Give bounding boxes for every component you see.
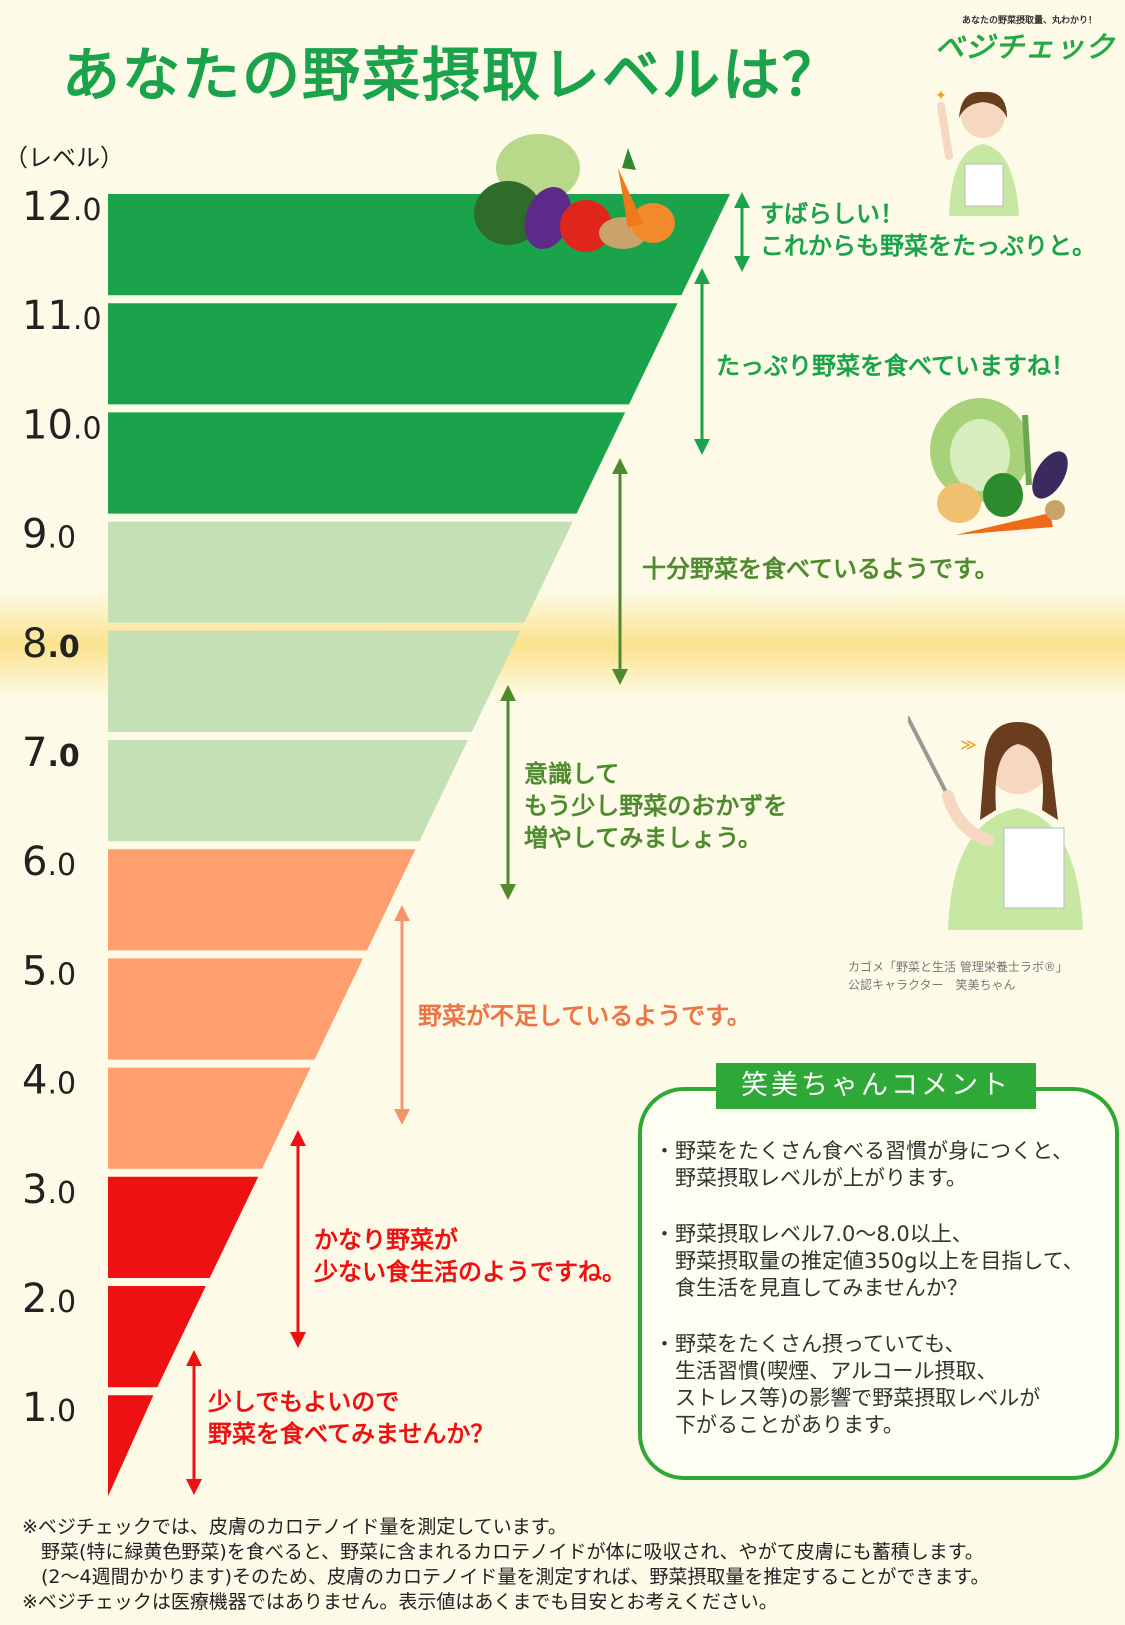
range-message: たっぷり野菜を食べていますね！ [716,350,1075,382]
level-tick-4: 4.0 [22,1058,76,1104]
footnote-line: (2～4週間かかります)そのため、皮膚のカロテノイド量を測定すれば、野菜摂取量を… [22,1566,990,1588]
range-message-line: すばらしい！ [760,200,904,228]
range-message-line: 意識して [524,760,620,788]
footnote-line: 野菜(特に緑黄色野菜)を食べると、野菜に含まれるカロテノイドが体に吸収され、やが… [22,1541,984,1563]
level-tick-2: 2.0 [22,1276,76,1322]
comment-line: 食生活を見直してみませんか？ [654,1276,968,1300]
comment-item: ・野菜をたくさん摂っていても、 生活習慣(喫煙、アルコール摂取、 ストレス等)の… [654,1331,1040,1439]
level-axis-unit: （レベル） [4,144,124,172]
footnote-line: ※ベジチェックは医療機器ではありません。表示値はあくまでも目安とお考えください。 [22,1591,778,1613]
level-bar-10 [108,412,626,514]
level-tick-12: 12.0 [22,184,102,230]
range-arrow-head [290,1130,306,1146]
level-tick-11: 11.0 [22,293,102,339]
character-with-pointer-illustration: ≫ [908,716,1083,930]
svg-text:✦: ✦ [935,88,947,104]
level-tick-9: 9.0 [22,512,76,558]
character-caption-line: 公認キャラクター 笑美ちゃん [848,978,1016,992]
level-tick-1: 1.0 [22,1385,76,1431]
level-bar-1 [108,1395,154,1497]
level-bar-4 [108,1067,311,1169]
range-arrow-head [500,685,516,701]
level-bar-2 [108,1286,206,1388]
comment-box [638,1087,1119,1480]
range-message-line: かなり野菜が [314,1226,458,1254]
comment-line: ・野菜をたくさん摂っていても、 [654,1332,966,1356]
comment-item: ・野菜摂取レベル7.0～8.0以上、 野菜摂取量の推定値350g以上を目指して、… [654,1221,1084,1302]
level-bar-3 [108,1176,259,1278]
range-arrow-head [734,256,750,272]
level-bar-11 [108,303,678,405]
character-caption-line: カゴメ「野菜と生活 管理栄養士ラボ®」 [848,960,1068,974]
range-message: 野菜が不足しているようです。 [418,1000,751,1032]
level-bar-7 [108,740,468,842]
range-arrow-head [186,1479,202,1495]
range-message: かなり野菜が少ない食生活のようですね。 [314,1224,626,1288]
comment-item: ・野菜をたくさん食べる習慣が身につくと、 野菜摂取レベルが上がります。 [654,1138,1073,1192]
level-tick-5: 5.0 [22,948,76,994]
page-title: あなたの野菜摂取レベルは？ [62,41,843,109]
comment-line: 野菜摂取レベルが上がります。 [654,1166,967,1190]
level-tick-8: 8.0 [22,621,80,667]
footnote-line: ※ベジチェックでは、皮膚のカロテノイド量を測定しています。 [22,1516,567,1538]
range-message-line: これからも野菜をたっぷりと。 [760,232,1096,260]
range-message-line: 野菜を食べてみませんか？ [208,1420,495,1448]
level-bar-6 [108,849,416,951]
footnotes: ※ベジチェックでは、皮膚のカロテノイド量を測定しています。 野菜(特に緑黄色野菜… [22,1515,990,1615]
vegecheck-logo: ベジチェック [935,30,1116,64]
range-message-line: 野菜が不足しているようです。 [418,1002,751,1030]
range-message-line: 十分野菜を食べているようです。 [642,555,999,583]
svg-text:≫: ≫ [960,735,977,754]
comment-line: ストレス等)の影響で野菜摂取レベルが [654,1386,1041,1410]
comment-line: ・野菜摂取レベル7.0～8.0以上、 [654,1222,973,1246]
range-message: すばらしい！ これからも野菜をたっぷりと。 [760,198,1096,262]
level-tick-3: 3.0 [22,1167,76,1213]
range-arrow-head [612,458,628,474]
range-arrow-head [394,1109,410,1125]
comment-line: 生活習慣(喫煙、アルコール摂取、 [654,1359,998,1383]
range-message: 少しでもよいので野菜を食べてみませんか？ [208,1386,494,1450]
vegetable-basket-illustration [474,134,675,252]
vegetable-bundle-illustration [930,398,1068,535]
range-message: 十分野菜を食べているようです。 [642,553,999,585]
level-bar-5 [108,958,364,1060]
level-bar-8 [108,630,521,732]
range-arrow-head [694,268,710,284]
logo-tagline: あなたの野菜摂取量、丸わかり！ [962,16,1098,26]
range-arrow-head [394,905,410,921]
range-message-line: もう少し野菜のおかずを [524,792,788,820]
range-arrow-head [734,192,750,208]
level-tick-6: 6.0 [22,839,76,885]
range-message: 意識してもう少し野菜のおかずを 増やしてみましょう。 [524,758,787,854]
range-message-line: たっぷり野菜を食べていますね！ [716,352,1076,380]
vegetable-level-chart: 12.0 11.0 10.0 9.0 8.0 7.0 6.0 5.0 4.0 3.0 2.0 1.0 [22,184,750,1497]
range-arrow-head [612,669,628,685]
character-caption: カゴメ「野菜と生活 管理栄養士ラボ®」 公認キャラクター 笑美ちゃん [848,958,1068,994]
range-message-line: 少しでもよいので [208,1388,400,1416]
range-arrow-head [500,884,516,900]
level-bar-9 [108,521,573,623]
range-arrow-head [290,1332,306,1348]
comment-line: 野菜摂取量の推定値350g以上を目指して、 [654,1249,1084,1273]
comment-line: ・野菜をたくさん食べる習慣が身につくと、 [654,1139,1074,1163]
level-tick-7: 7.0 [22,730,80,776]
level-tick-10: 10.0 [22,402,102,448]
character-pointing-illustration: ✦ [935,88,1019,216]
range-arrow-head [186,1350,202,1366]
comment-line: 下がることがあります。 [654,1413,904,1437]
comment-title: 笑美ちゃんコメント [716,1063,1036,1109]
range-message-line: 少ない食生活のようですね。 [314,1258,626,1286]
range-message-line: 増やしてみましょう。 [524,824,762,852]
range-arrow-head [694,439,710,455]
